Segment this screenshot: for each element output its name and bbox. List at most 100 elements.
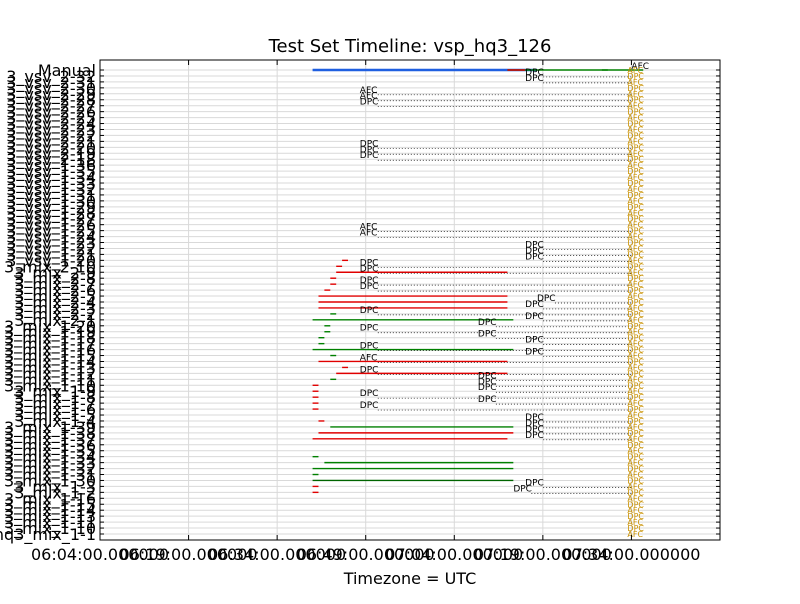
row-label: 3_mix_1-11 [4, 513, 96, 533]
row-label: 3_mix_1-33 [4, 454, 96, 474]
end-marker: DPC [627, 441, 644, 450]
end-marker: DPC [627, 334, 644, 343]
x-tick-label: 06:19:00.000000 [120, 545, 258, 564]
row-label: 3_vsv_1-30 [6, 192, 96, 212]
end-marker: DPC [627, 155, 644, 164]
annotation-label: DPC [525, 425, 544, 435]
annotation-label: DPC [513, 484, 532, 494]
annotation-label: AFC [631, 62, 649, 72]
end-marker: AFC [627, 125, 643, 134]
row-label: 3_mix_1-15 [4, 347, 96, 367]
end-marker: DPC [627, 393, 644, 402]
annotation-label: DPC [360, 264, 379, 274]
end-marker: DPC [627, 310, 644, 319]
end-marker: DPC [627, 465, 644, 474]
annotation-label: DPC [537, 294, 556, 304]
end-marker: DPC [627, 179, 644, 188]
row-label: 3_mix_1-35 [4, 442, 96, 462]
row-label: 3_mix_2-8 [14, 269, 96, 289]
row-label: 3_mix_1-31 [4, 466, 96, 486]
annotation-label: DPC [360, 389, 379, 399]
row-label: 3_mix_1-39 [4, 418, 96, 438]
x-tick-label: 07:34:00.000000 [562, 545, 700, 564]
end-marker: AFC [627, 233, 643, 242]
row-label: 3_vsv_1-20 [6, 251, 96, 271]
annotation-label: DPC [360, 324, 379, 334]
row-label: 3_mix_1-11 [4, 370, 96, 390]
end-marker: AFC [627, 304, 643, 313]
end-marker: DPC [627, 381, 644, 390]
row-label: 3_vsv_1-27 [6, 210, 96, 230]
row-label: 3_vsv_1-29 [6, 198, 96, 218]
annotation-label: DPC [360, 258, 379, 268]
annotation-label: DPC [525, 478, 544, 488]
row-label: 3_vsv_2-20 [6, 138, 96, 158]
row-label: 3_mix_2-1 [14, 311, 96, 331]
row-label: 3_mix_2-10 [4, 257, 96, 277]
annotation-label: DPC [360, 282, 379, 292]
row-label: 3_mix_1-19 [4, 323, 96, 343]
annotation-label: DPC [360, 306, 379, 316]
annotation-label: DPC [360, 151, 379, 161]
annotation-label: DPC [525, 348, 544, 358]
row-label: Manual [38, 61, 96, 80]
end-marker: AFC [627, 435, 643, 444]
row-label: 3_vsv_1-21 [6, 245, 96, 265]
annotation-label: DPC [525, 246, 544, 256]
x-tick-label: 06:04:00.000000 [31, 545, 169, 564]
annotation-label: DPC [525, 240, 544, 250]
end-marker: DPC [627, 120, 644, 129]
row-label: 3_vsv_2-25 [6, 109, 96, 129]
row-label: 3_vsv_1-35 [6, 162, 96, 182]
end-marker: AFC [627, 352, 643, 361]
row-label: 3_vsv_2-27 [6, 97, 96, 117]
row-label: 3_mix_2-7 [14, 275, 96, 295]
annotation-label: AFC [360, 92, 378, 102]
row-labels-layer: Manual3_vsv_2-323_vsv_2-313_vsv_2-303_vs… [0, 61, 96, 545]
end-marker: DPC [627, 500, 644, 509]
bars-layer [312, 68, 644, 494]
annotation-label: DPC [478, 383, 497, 393]
row-label: 3_mix_1-9 [14, 382, 96, 402]
x-tick-label: 07:04:00.000000 [385, 545, 523, 564]
annotation-label: DPC [525, 431, 544, 441]
end-marker: AFC [627, 363, 643, 372]
end-marker: DPC [627, 417, 644, 426]
end-marker: DPC [627, 84, 644, 93]
row-label: 3_vsv_1-31 [6, 186, 96, 206]
row-label: 3_mix_1-14 [4, 501, 96, 521]
row-label: 3_mix_1-10 [4, 376, 96, 396]
annotation-label: DPC [525, 336, 544, 346]
row-label: 3_vsv_2-18 [6, 150, 96, 170]
end-marker: AFC [627, 256, 643, 265]
row-label: 3_mix_1-17 [4, 335, 96, 355]
end-marker: AFC [627, 459, 643, 468]
end-marker: AFC [627, 137, 643, 146]
end-marker: AFC [627, 316, 643, 325]
annotation-label: DPC [525, 300, 544, 310]
row-label: 3_vsv_2-23 [6, 120, 96, 140]
end-marker: DPC [627, 369, 644, 378]
row-label: 3_mix_1-15 [4, 495, 96, 515]
row-label: 3_vsv_2-19 [6, 144, 96, 164]
row-label: 3_vsv_1-36 [6, 156, 96, 176]
row-label: 3_mix_1-3 [14, 477, 96, 497]
end-marker: DPC [627, 250, 644, 259]
annotation-label: DPC [525, 74, 544, 84]
end-marker: AFC [627, 221, 643, 230]
annotation-label: DPC [478, 371, 497, 381]
annotation-label: DPC [478, 395, 497, 405]
end-marker: AFC [627, 340, 643, 349]
end-marker: DPC [627, 167, 644, 176]
end-marker: DPC [627, 143, 644, 152]
end-marker: AFC [627, 173, 643, 182]
row-label: 3_vsv_2-31 [6, 73, 96, 93]
annotation-label: DPC [478, 330, 497, 340]
end-marker: AFC [627, 328, 643, 337]
annotation-label: DPC [525, 413, 544, 423]
row-label: 3_vsv_1-26 [6, 216, 96, 236]
row-label: 3_vsv_2-24 [6, 115, 96, 135]
row-label: 3_mix_1-8 [14, 388, 96, 408]
row-label: 3_mix_1-32 [4, 460, 96, 480]
end-marker: DPC [627, 131, 644, 140]
